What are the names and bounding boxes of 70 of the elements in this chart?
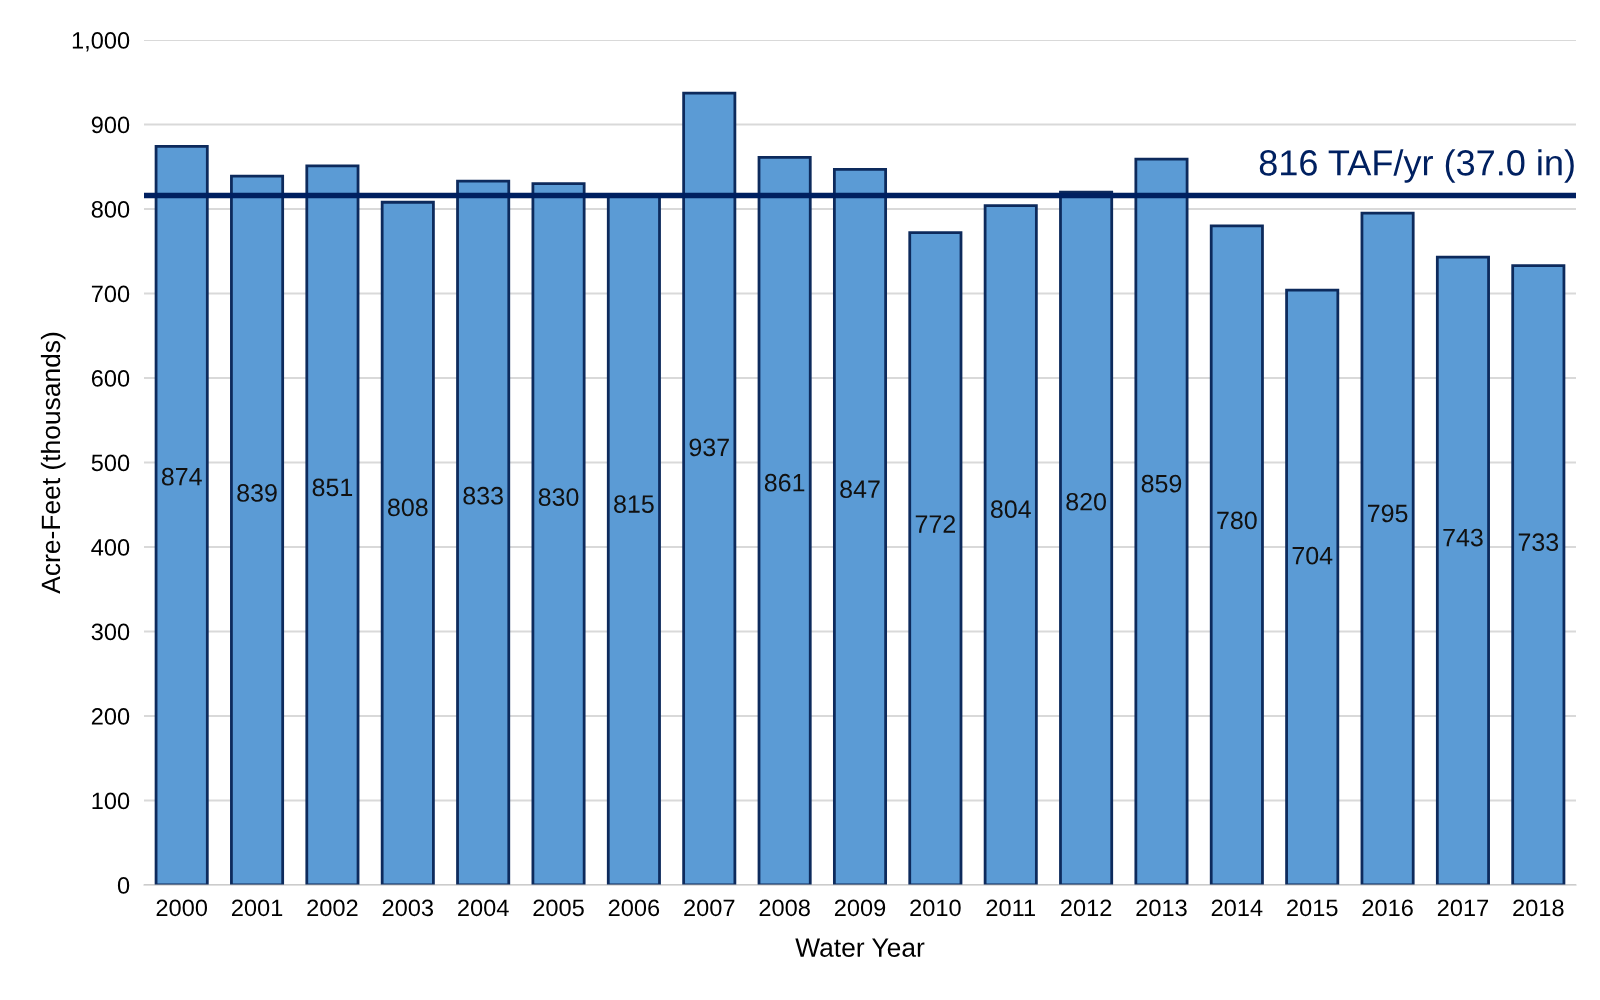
y-tick-label: 400 bbox=[91, 539, 130, 556]
y-tick-label: 300 bbox=[91, 623, 130, 641]
y-tick-label: 200 bbox=[91, 708, 130, 725]
bar bbox=[757, 156, 812, 885]
x-tick-label: 2008 bbox=[759, 899, 810, 917]
y-axis-title: Acre-Feet (thousands) bbox=[40, 332, 66, 594]
data-label: 808 bbox=[388, 498, 428, 517]
x-tick-label: 2004 bbox=[458, 899, 509, 917]
y-tick-label: 600 bbox=[91, 370, 130, 387]
data-label: 847 bbox=[840, 480, 880, 499]
x-tick-label: 2018 bbox=[1513, 899, 1564, 917]
x-tick-label: 2013 bbox=[1136, 899, 1187, 917]
bar bbox=[682, 91, 737, 885]
bar bbox=[531, 182, 586, 885]
x-tick-label: 2006 bbox=[608, 899, 660, 917]
data-label: 743 bbox=[1443, 528, 1483, 547]
bar bbox=[380, 200, 435, 885]
x-tick-label: 2010 bbox=[910, 899, 961, 917]
data-label: 820 bbox=[1066, 492, 1106, 511]
data-label: 830 bbox=[538, 488, 579, 506]
y-tick-label: 900 bbox=[91, 116, 130, 134]
data-label: 839 bbox=[237, 484, 277, 502]
data-label: 874 bbox=[161, 467, 202, 486]
bar bbox=[1285, 288, 1340, 885]
x-tick-label: 2015 bbox=[1287, 899, 1338, 917]
data-label: 804 bbox=[990, 500, 1031, 519]
bar bbox=[1511, 264, 1566, 885]
data-label: 772 bbox=[915, 515, 955, 533]
y-tick-label: 0 bbox=[117, 877, 130, 894]
bar bbox=[832, 167, 888, 885]
bar bbox=[230, 174, 285, 885]
ref-line-label: 816 TAF/yr (37.0 in) bbox=[1259, 149, 1574, 183]
bar bbox=[456, 179, 511, 885]
bar bbox=[908, 231, 963, 885]
y-tick-label: 800 bbox=[91, 201, 130, 218]
y-tick-label: 500 bbox=[91, 454, 130, 472]
x-tick-label: 2012 bbox=[1061, 899, 1112, 917]
bar bbox=[1360, 211, 1415, 885]
x-tick-label: 2000 bbox=[156, 899, 208, 917]
x-tick-label: 2002 bbox=[307, 899, 358, 917]
x-tick-label: 2001 bbox=[231, 899, 283, 917]
y-tick-label: 100 bbox=[92, 792, 130, 810]
data-label: 815 bbox=[614, 495, 654, 513]
data-label: 861 bbox=[764, 473, 805, 492]
x-tick-label: 2003 bbox=[382, 899, 434, 917]
bar bbox=[1435, 255, 1490, 885]
bar bbox=[1134, 157, 1189, 885]
x-axis-title: Water Year bbox=[795, 938, 925, 957]
y-tick-label: 1,000 bbox=[72, 32, 130, 52]
data-label: 859 bbox=[1141, 474, 1182, 493]
x-tick-label: 2005 bbox=[533, 899, 584, 917]
data-label: 780 bbox=[1217, 511, 1257, 530]
data-label: 833 bbox=[463, 486, 503, 505]
x-tick-label: 2014 bbox=[1211, 899, 1263, 917]
bar bbox=[983, 204, 1038, 885]
bar bbox=[305, 164, 360, 885]
y-tick-label: 700 bbox=[91, 285, 130, 303]
data-label: 733 bbox=[1518, 533, 1559, 552]
data-label: 795 bbox=[1368, 504, 1408, 523]
x-tick-label: 2009 bbox=[834, 899, 886, 917]
data-label: 851 bbox=[312, 478, 353, 497]
x-tick-label: 2017 bbox=[1437, 899, 1489, 917]
bar bbox=[154, 145, 209, 885]
x-tick-label: 2011 bbox=[986, 899, 1035, 917]
x-tick-label: 2016 bbox=[1362, 899, 1413, 917]
data-label: 704 bbox=[1292, 546, 1333, 565]
x-tick-label: 2007 bbox=[684, 899, 735, 917]
bar bbox=[1209, 224, 1264, 885]
bar bbox=[1059, 190, 1114, 885]
data-label: 937 bbox=[689, 438, 729, 457]
